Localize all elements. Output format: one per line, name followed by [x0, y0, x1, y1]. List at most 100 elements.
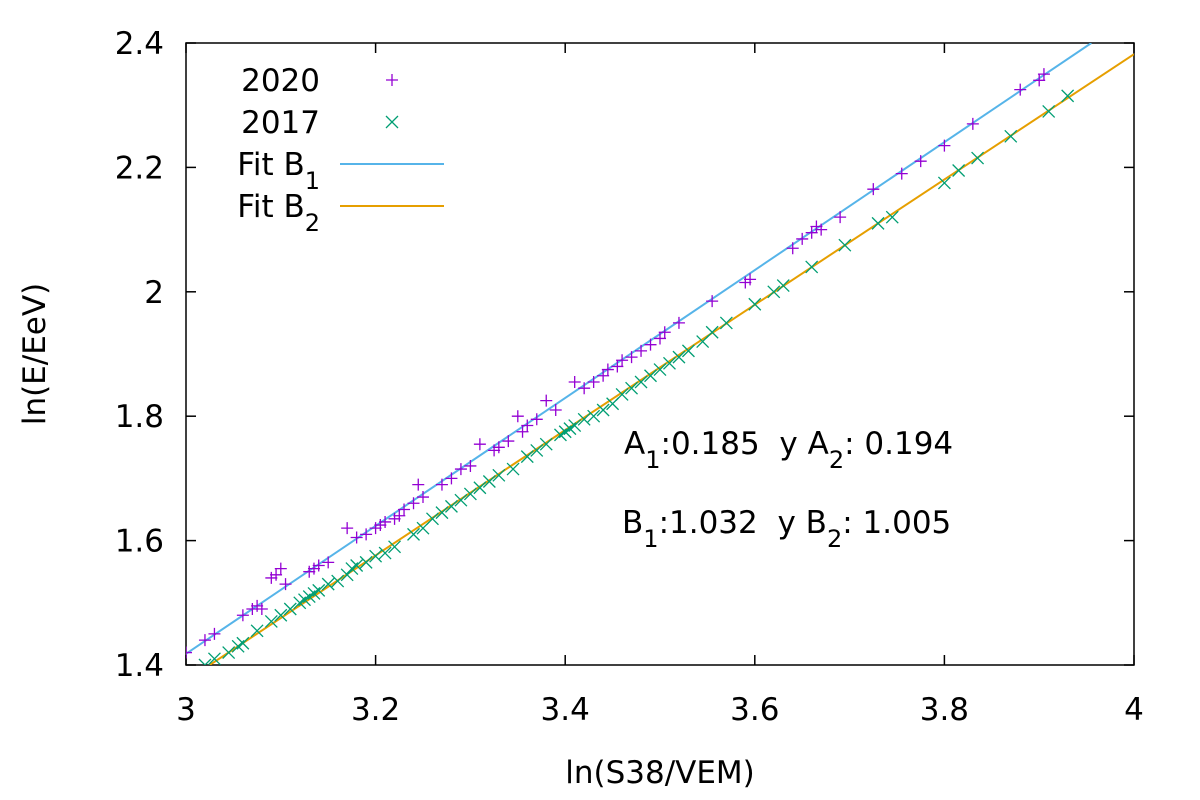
data-point-2020 — [488, 444, 501, 457]
data-point-2017 — [331, 574, 345, 588]
data-point-2020 — [587, 375, 600, 388]
data-point-2017 — [198, 658, 212, 665]
y-tick-label: 2.2 — [115, 150, 164, 186]
data-point-2020 — [706, 295, 719, 308]
data-point-2020 — [815, 223, 828, 236]
data-point-2020 — [516, 425, 529, 438]
data-point-2017 — [274, 608, 288, 622]
data-point-2020 — [867, 183, 880, 196]
data-point-2017 — [672, 350, 686, 364]
data-point-2017 — [530, 443, 544, 457]
data-point-2020 — [398, 503, 411, 516]
data-point-2017 — [838, 238, 852, 252]
data-point-2017 — [748, 297, 762, 311]
annotations: A1:0.185 y A2: 0.194 B1:1.032 y B2: 1.005 — [622, 426, 953, 553]
data-point-2017 — [435, 506, 449, 520]
data-point-2020 — [445, 472, 458, 485]
data-point-2020 — [521, 419, 534, 432]
data-point-2020 — [796, 232, 809, 245]
data-point-2017 — [378, 546, 392, 560]
x-tick-label: 3.4 — [541, 692, 590, 728]
data-point-2017 — [644, 369, 657, 383]
data-point-2020 — [810, 220, 823, 233]
data-point-2017 — [952, 164, 966, 177]
legend-label-4: Fit B2 — [237, 189, 320, 237]
data-point-2017 — [506, 462, 520, 476]
legend-marker-2017 — [385, 115, 399, 129]
y-tick-label: 1.4 — [115, 648, 164, 684]
data-point-2020 — [236, 609, 249, 622]
data-point-2020 — [473, 438, 486, 451]
data-point-2017 — [937, 176, 951, 190]
data-point-2020 — [412, 478, 425, 491]
legend-label-3: Fit B1 — [237, 147, 320, 195]
axes — [185, 42, 1135, 666]
annotation-a-coefficients: A1:0.185 y A2: 0.194 — [624, 426, 953, 474]
data-point-2020 — [744, 273, 757, 286]
data-point-2017 — [615, 387, 629, 401]
data-point-2017 — [222, 646, 236, 660]
data-point-2017 — [463, 487, 477, 501]
data-point-2020 — [654, 332, 666, 345]
data-point-2020 — [341, 522, 354, 535]
data-point-2017 — [312, 583, 326, 597]
data-point-2020 — [270, 568, 283, 581]
data-point-2017 — [719, 316, 733, 330]
data-point-2017 — [473, 481, 487, 495]
data-point-2020 — [1033, 74, 1046, 87]
data-point-2017 — [885, 210, 899, 224]
data-point-2020 — [1014, 83, 1027, 96]
data-point-2017 — [577, 412, 591, 426]
data-point-2020 — [388, 512, 401, 525]
legend-label-2: 2017 — [241, 105, 320, 141]
x-tick-label: 3.2 — [351, 692, 400, 728]
x-tick-label: 4 — [1124, 692, 1144, 728]
plot-frame — [185, 42, 1135, 666]
data-point-2017 — [805, 260, 819, 274]
data-point-2020 — [625, 351, 638, 364]
data-point-2017 — [207, 652, 221, 665]
data-point-2020 — [611, 360, 624, 373]
data-point-2020 — [360, 528, 373, 541]
data-point-2020 — [578, 382, 591, 395]
data-point-2020 — [279, 578, 292, 591]
data-point-2020 — [540, 394, 553, 407]
series-2017 — [198, 89, 1075, 665]
data-point-2020 — [407, 497, 420, 510]
data-point-2020 — [502, 435, 515, 448]
data-point-2020 — [644, 338, 657, 351]
data-point-2020 — [966, 117, 979, 130]
data-point-2020 — [895, 167, 908, 180]
tick-labels: 3 3.2 3.4 3.6 3.8 4 1.4 1.6 1.8 2 2.2 2.4 ln(S38/VEM… — [17, 26, 1144, 791]
data-point-2020 — [938, 139, 951, 152]
data-point-2017 — [236, 636, 250, 650]
y-tick-label: 1.6 — [115, 524, 164, 560]
data-point-2017 — [653, 363, 667, 377]
data-point-2020 — [307, 562, 320, 575]
data-point-2020 — [186, 646, 192, 659]
data-point-2020 — [374, 519, 387, 532]
data-point-2017 — [426, 512, 439, 526]
data-point-2020 — [303, 565, 316, 578]
data-point-2020 — [616, 354, 629, 367]
data-point-2017 — [681, 344, 695, 358]
data-point-2017 — [321, 577, 335, 591]
data-point-2020 — [597, 369, 610, 382]
data-point-2020 — [255, 603, 268, 616]
data-point-2017 — [250, 624, 264, 638]
data-point-2020 — [511, 410, 524, 423]
data-point-2017 — [776, 279, 790, 293]
data-point-2017 — [568, 419, 582, 432]
data-point-2020 — [464, 459, 477, 472]
data-point-2020 — [635, 344, 648, 357]
data-point-2017 — [1004, 129, 1018, 143]
x-tick-label: 3.8 — [920, 692, 969, 728]
data-point-2017 — [625, 381, 639, 395]
data-point-2020 — [350, 531, 363, 544]
y-tick-label: 1.8 — [115, 399, 164, 435]
data-point-2020 — [739, 276, 752, 289]
data-point-2017 — [264, 615, 278, 628]
data-point-2020 — [492, 441, 505, 454]
data-point-2017 — [350, 559, 364, 572]
